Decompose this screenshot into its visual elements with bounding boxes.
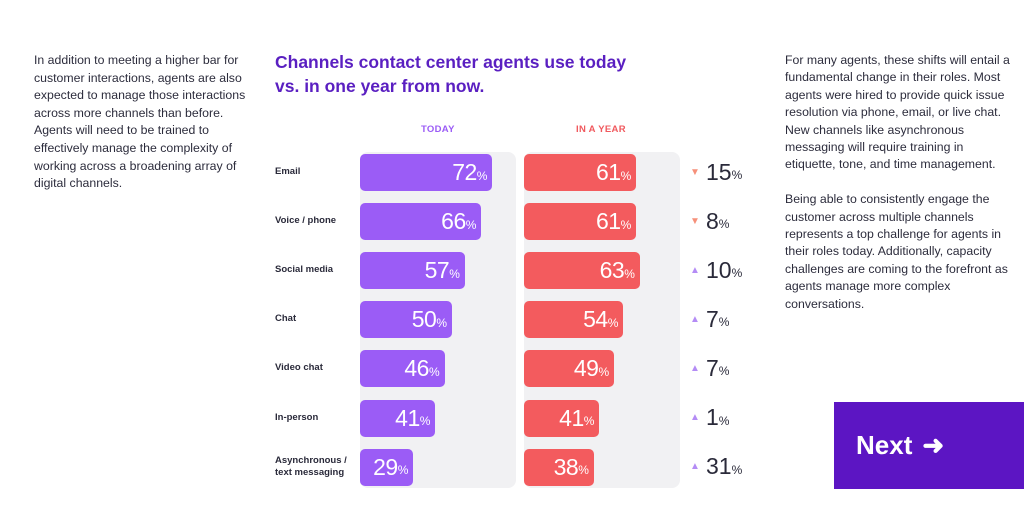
today-value: 46 xyxy=(404,355,429,382)
change-value: 8 xyxy=(706,207,719,234)
triangle-up-icon: ▲ xyxy=(690,362,700,374)
chart-title: Channels contact center agents use today… xyxy=(275,52,627,96)
category-label: Social media xyxy=(275,264,334,276)
today-unit: % xyxy=(428,364,440,379)
today-unit: % xyxy=(449,266,460,281)
triangle-up-icon: ▲ xyxy=(690,461,700,473)
today-bar: 29% xyxy=(360,448,414,486)
next-button[interactable]: Next ➜ xyxy=(834,402,1024,489)
change-indicator: ▲ 7% xyxy=(690,299,729,339)
commentary-paragraph-1: For many agents, these shifts will entai… xyxy=(785,53,1010,172)
in-a-year-bar: 49% xyxy=(524,350,615,388)
in-a-year-value: 61 xyxy=(595,159,621,185)
in-a-year-bar: 54% xyxy=(524,301,624,339)
triangle-up-icon: ▲ xyxy=(690,412,700,423)
in-a-year-unit: % xyxy=(607,315,619,330)
intro-paragraph: In addition to meeting a higher bar for … xyxy=(34,53,246,191)
change-unit: % xyxy=(718,413,730,428)
chart-row: Social media 57% 63% ▲ 10% xyxy=(0,250,1024,290)
category-label: Voice / phone xyxy=(275,215,337,227)
legend-in-a-year: IN A YEAR xyxy=(576,124,626,135)
today-unit: % xyxy=(419,414,431,428)
today-value: 41 xyxy=(395,404,420,431)
today-unit: % xyxy=(476,168,488,183)
today-bar: 72% xyxy=(360,154,493,191)
in-a-year-value: 61 xyxy=(595,208,621,235)
arrow-right-icon: ➜ xyxy=(922,430,945,460)
change-indicator: ▼ 8% xyxy=(690,201,729,241)
in-a-year-value: 41 xyxy=(559,404,584,431)
category-label: Video chat xyxy=(275,362,323,374)
in-a-year-bar: 61% xyxy=(524,154,637,191)
change-unit: % xyxy=(718,315,730,330)
in-a-year-bar: 41% xyxy=(524,399,600,437)
category-label: In-person xyxy=(275,411,319,423)
category-label: Chat xyxy=(275,313,297,325)
in-a-year-unit: % xyxy=(583,414,595,428)
category-label: Asynchronous / text messaging xyxy=(275,447,360,487)
change-unit: % xyxy=(718,217,730,232)
today-value: 66 xyxy=(441,208,466,235)
change-unit: % xyxy=(731,168,743,182)
change-indicator: ▼ 15% xyxy=(690,152,742,192)
change-unit: % xyxy=(718,364,730,379)
in-a-year-bar: 63% xyxy=(524,252,640,290)
commentary-paragraph-2: Being able to consistently engage the cu… xyxy=(785,192,1008,311)
in-a-year-unit: % xyxy=(620,168,632,183)
category-label: Email xyxy=(275,166,301,177)
change-value: 1 xyxy=(706,404,719,430)
change-indicator: ▲ 10% xyxy=(690,250,742,290)
chart-row: Asynchronous / text messaging 29% 38% ▲ 31% xyxy=(0,447,1024,487)
today-value: 29 xyxy=(373,453,398,480)
triangle-down-icon: ▼ xyxy=(690,166,700,178)
in-a-year-unit: % xyxy=(578,463,589,478)
in-a-year-unit: % xyxy=(624,266,635,281)
today-bar: 57% xyxy=(360,252,465,290)
today-unit: % xyxy=(465,217,477,232)
change-indicator: ▲ 7% xyxy=(690,348,729,388)
today-value: 72 xyxy=(452,159,477,185)
today-bar: 66% xyxy=(360,203,482,241)
change-indicator: ▲ 1% xyxy=(690,398,729,438)
today-bar: 46% xyxy=(360,350,445,388)
chart-row: Chat 50% 54% ▲ 7% xyxy=(0,299,1024,339)
triangle-up-icon: ▲ xyxy=(690,264,700,276)
commentary: For many agents, these shifts will entai… xyxy=(785,52,1010,330)
change-unit: % xyxy=(731,462,743,477)
in-a-year-value: 63 xyxy=(599,257,625,284)
chart-row: Voice / phone 66% 61% ▼ 8% xyxy=(0,201,1024,241)
change-indicator: ▲ 31% xyxy=(690,447,742,487)
legend-today: TODAY xyxy=(421,124,455,135)
in-a-year-bar: 61% xyxy=(524,203,637,241)
chart-row: Email 72% 61% ▼ 15% xyxy=(0,152,1024,192)
today-value: 50 xyxy=(411,306,437,333)
next-label: Next xyxy=(856,430,913,460)
in-a-year-unit: % xyxy=(620,217,632,232)
today-bar: 41% xyxy=(360,399,436,437)
in-a-year-value: 49 xyxy=(573,355,599,382)
category-label-text: Asynchronous / text messaging xyxy=(275,454,347,478)
change-value: 31 xyxy=(706,453,732,480)
today-value: 57 xyxy=(424,257,450,284)
change-value: 15 xyxy=(706,158,732,185)
change-value: 7 xyxy=(706,354,719,381)
triangle-up-icon: ▲ xyxy=(690,313,700,325)
change-value: 7 xyxy=(706,305,719,332)
triangle-down-icon: ▼ xyxy=(690,215,700,227)
today-unit: % xyxy=(397,463,409,478)
in-a-year-value: 38 xyxy=(553,453,579,480)
change-value: 10 xyxy=(706,256,732,283)
in-a-year-bar: 38% xyxy=(524,448,594,486)
today-bar: 50% xyxy=(360,301,452,339)
in-a-year-unit: % xyxy=(598,364,610,379)
chart-row: In-person 41% 41% ▲ 1% xyxy=(0,398,1024,438)
chart-row: Video chat 46% 49% ▲ 7% xyxy=(0,348,1024,388)
change-unit: % xyxy=(731,266,743,281)
today-unit: % xyxy=(436,315,447,330)
in-a-year-value: 54 xyxy=(583,306,608,333)
